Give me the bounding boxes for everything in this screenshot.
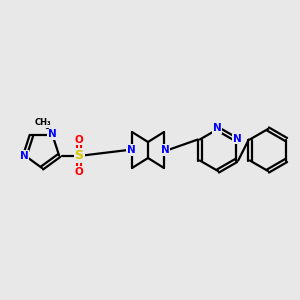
- Text: N: N: [213, 123, 221, 133]
- Text: S: S: [75, 149, 84, 162]
- Text: N: N: [160, 145, 169, 155]
- Text: N: N: [20, 151, 28, 160]
- Text: O: O: [75, 167, 83, 177]
- Text: O: O: [75, 135, 83, 145]
- Text: N: N: [233, 134, 242, 143]
- Text: N: N: [48, 129, 57, 140]
- Text: CH₃: CH₃: [35, 118, 52, 127]
- Text: N: N: [127, 145, 135, 155]
